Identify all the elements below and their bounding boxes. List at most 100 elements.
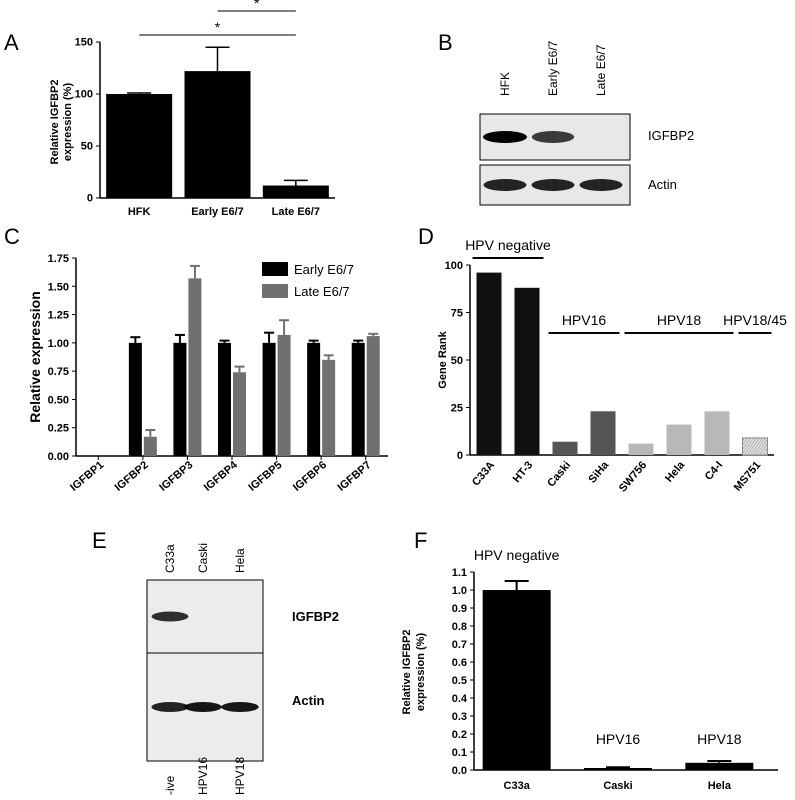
y-tick-label: 0.9 [452, 603, 467, 615]
lane-label: Caski [196, 543, 210, 573]
group-label: HPV16 [562, 312, 607, 328]
x-tick-label: IGFBP5 [246, 459, 284, 494]
bar-late [188, 278, 202, 456]
blot-band [221, 702, 259, 712]
x-tick-label: SiHa [586, 459, 611, 486]
y-tick-label: 150 [75, 37, 93, 49]
x-tick-label: Caski [603, 780, 632, 792]
bar-hatch [742, 437, 751, 450]
legend-swatch [262, 284, 288, 298]
y-axis-label-line: expression (%) [62, 83, 74, 162]
bar [584, 768, 652, 770]
bar-early [262, 342, 276, 456]
y-tick-label: 50 [451, 355, 463, 367]
y-tick-label: 1.0 [452, 585, 467, 597]
bar-hatch [750, 437, 763, 455]
x-tick-label: HT-3 [511, 459, 536, 485]
y-tick-label: 0.7 [452, 639, 467, 651]
significance-star: * [254, 0, 260, 11]
bar [106, 94, 173, 198]
bar [476, 272, 502, 455]
x-tick-label: IGFBP2 [113, 459, 151, 494]
group-label: HPV18/45 [723, 312, 787, 328]
y-tick-label: 100 [75, 89, 93, 101]
y-tick-label: 0.75 [48, 366, 69, 378]
bar-hatch [747, 437, 760, 455]
y-axis-label: Gene Rank [437, 330, 449, 388]
bar-hatch [742, 437, 754, 455]
bar-hatch [759, 443, 768, 455]
panel-c-label: C [4, 224, 20, 249]
x-tick-label: Late E6/7 [272, 206, 320, 218]
y-axis-label: Relative IGFBP2expression (%) [49, 80, 74, 165]
bar-early [218, 342, 231, 456]
bar [666, 424, 692, 455]
x-tick-label: Hela [663, 459, 688, 485]
blot-band [483, 179, 527, 191]
bar-early [307, 342, 321, 456]
y-tick-label: 1.1 [452, 567, 467, 579]
lane-label: Late E6/7 [594, 44, 608, 96]
annotation: HPV18 [697, 731, 742, 747]
y-tick-label: 0.25 [48, 423, 69, 435]
bar [685, 762, 754, 770]
y-tick-label: 0.2 [452, 729, 467, 741]
bar-early [128, 342, 142, 456]
blot-band [151, 611, 189, 622]
lane-label: Early E6/7 [546, 40, 560, 96]
y-tick-label: 100 [445, 260, 463, 272]
blot-band [483, 131, 527, 143]
panel-a: A 0 50 100 150 HFK Early E6/7 Late E6/7 * * Relat… [4, 0, 335, 218]
bar-late [322, 359, 336, 456]
x-tick-label: IGFBP6 [291, 459, 329, 494]
x-tick-label: MS751 [732, 459, 764, 493]
y-tick-label: 25 [451, 403, 463, 415]
x-tick-label: Early E6/7 [191, 206, 244, 218]
y-axis-label-line: expression (%) [415, 633, 427, 712]
y-tick-label: 0.1 [452, 747, 467, 759]
y-tick-label: 1.00 [48, 338, 69, 350]
bar [184, 71, 251, 198]
bar-hatch [744, 437, 757, 455]
bar-late [277, 334, 291, 456]
panel-e: E C33a Caski Hela IGFBP2 Actin -ive HPV16 HPV18 [92, 528, 339, 795]
bar-hatch [762, 447, 768, 455]
y-tick-label: 0.3 [452, 711, 467, 723]
blot-band [531, 131, 575, 143]
x-tick-label: C4-I [703, 459, 726, 483]
panel-a-label: A [4, 30, 19, 55]
y-tick-label: 1.50 [48, 281, 69, 293]
legend-swatch [262, 262, 288, 276]
y-tick-label: 0.4 [452, 693, 468, 705]
x-tick-label: Caski [545, 459, 573, 489]
significance-star: * [215, 19, 221, 35]
row-label: IGFBP2 [292, 609, 339, 624]
row-label: IGFBP2 [648, 128, 694, 143]
y-tick-label: 0.5 [452, 675, 467, 687]
lane-bottom-label: HPV18 [233, 757, 247, 795]
x-tick-label: C33A [470, 459, 497, 488]
legend-label: Late E6/7 [294, 284, 350, 299]
bar-hatch [756, 438, 768, 455]
x-tick-label: IGFBP7 [335, 459, 373, 494]
bar [514, 287, 540, 455]
y-tick-label: 0.00 [48, 451, 69, 463]
lane-bottom-label: HPV16 [196, 757, 210, 795]
x-tick-label: IGFBP1 [68, 459, 106, 494]
bar [552, 441, 578, 455]
panel-d-label: D [418, 224, 434, 249]
lane-label: HFK [498, 72, 512, 96]
x-tick-label: IGFBP3 [157, 459, 195, 494]
group-label: HPV negative [465, 237, 551, 253]
panel-c: C 0.00 0.25 0.50 0.75 1.00 1.25 1.50 1.75 IGFBP1… [4, 224, 388, 494]
y-tick-label: 1.25 [48, 310, 69, 322]
panel-b: B HFK Early E6/7 Late E6/7 IGFBP2 Actin [438, 30, 694, 206]
y-tick-label: 0.8 [452, 621, 467, 633]
y-tick-label: 75 [451, 308, 463, 320]
row-label: Actin [648, 177, 677, 192]
blot-band [531, 179, 575, 191]
lane-label: C33a [163, 544, 177, 573]
y-axis-label-line: Relative IGFBP2 [49, 80, 61, 165]
lane-bottom-label: -ive [163, 775, 177, 795]
